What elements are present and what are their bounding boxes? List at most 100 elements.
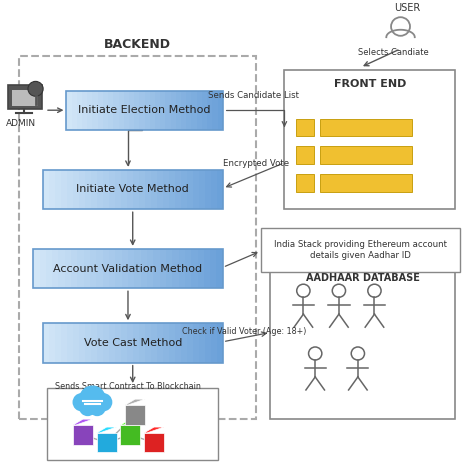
Bar bbox=[115, 323, 121, 363]
Bar bbox=[163, 170, 169, 209]
Bar bbox=[127, 170, 133, 209]
Bar bbox=[172, 249, 179, 288]
Bar bbox=[43, 323, 49, 363]
Bar bbox=[84, 249, 91, 288]
Bar bbox=[144, 433, 164, 452]
Bar bbox=[103, 249, 109, 288]
Polygon shape bbox=[144, 427, 164, 433]
Bar bbox=[43, 170, 49, 209]
Text: India Stack providing Ethereum account
details given Aadhar ID: India Stack providing Ethereum account d… bbox=[274, 240, 447, 259]
Bar bbox=[120, 425, 140, 445]
Text: FRONT END: FRONT END bbox=[334, 79, 406, 89]
Bar bbox=[166, 249, 173, 288]
Bar bbox=[296, 146, 314, 164]
Bar bbox=[150, 91, 155, 130]
Bar bbox=[122, 249, 128, 288]
Bar bbox=[187, 170, 193, 209]
Bar bbox=[181, 323, 187, 363]
Bar bbox=[186, 91, 192, 130]
Bar bbox=[157, 170, 163, 209]
Bar bbox=[205, 170, 211, 209]
Bar bbox=[181, 170, 187, 209]
Text: Initiate Election Method: Initiate Election Method bbox=[78, 106, 211, 115]
Bar bbox=[211, 170, 217, 209]
Bar bbox=[169, 170, 175, 209]
Bar bbox=[191, 91, 197, 130]
Bar bbox=[49, 323, 55, 363]
Text: Vote Cast Method: Vote Cast Method bbox=[83, 338, 182, 348]
Bar bbox=[320, 119, 412, 136]
Bar bbox=[127, 323, 133, 363]
Bar bbox=[103, 323, 109, 363]
Bar bbox=[145, 170, 151, 209]
Bar bbox=[115, 170, 121, 209]
Bar bbox=[284, 70, 455, 209]
Bar bbox=[121, 323, 127, 363]
Bar bbox=[139, 170, 145, 209]
Bar bbox=[113, 91, 119, 130]
Bar bbox=[49, 170, 55, 209]
Bar bbox=[97, 323, 103, 363]
Text: Check if Valid Voter (Age: 18+): Check if Valid Voter (Age: 18+) bbox=[182, 327, 306, 336]
Bar bbox=[52, 249, 59, 288]
Polygon shape bbox=[73, 419, 93, 425]
Bar bbox=[169, 323, 175, 363]
Bar bbox=[193, 170, 199, 209]
Bar bbox=[73, 425, 93, 445]
Bar bbox=[77, 91, 82, 130]
Bar bbox=[85, 323, 91, 363]
Bar bbox=[43, 323, 223, 363]
Bar bbox=[12, 90, 38, 106]
Bar bbox=[202, 91, 208, 130]
Bar bbox=[91, 323, 97, 363]
Bar bbox=[198, 249, 204, 288]
Text: Account Validation Method: Account Validation Method bbox=[54, 264, 202, 273]
Bar bbox=[97, 433, 117, 452]
Circle shape bbox=[73, 393, 91, 412]
Bar bbox=[71, 249, 78, 288]
Bar bbox=[125, 405, 145, 425]
Text: Sends Smart Contract To Blockchain: Sends Smart Contract To Blockchain bbox=[55, 382, 201, 391]
Bar bbox=[210, 249, 217, 288]
Bar bbox=[65, 249, 72, 288]
Bar bbox=[33, 249, 223, 288]
Bar bbox=[67, 170, 73, 209]
Bar bbox=[211, 323, 217, 363]
Bar bbox=[109, 170, 115, 209]
Bar bbox=[115, 249, 122, 288]
Polygon shape bbox=[125, 399, 145, 405]
Bar bbox=[193, 323, 199, 363]
Text: AADHAAR DATABASE: AADHAAR DATABASE bbox=[306, 273, 419, 284]
Circle shape bbox=[79, 399, 96, 416]
Bar bbox=[296, 119, 314, 136]
Bar bbox=[187, 323, 193, 363]
Bar bbox=[261, 228, 460, 272]
Bar bbox=[96, 249, 103, 288]
Bar bbox=[121, 170, 127, 209]
Bar bbox=[87, 91, 93, 130]
Bar bbox=[134, 91, 140, 130]
Bar bbox=[153, 249, 160, 288]
Bar bbox=[155, 91, 161, 130]
Bar bbox=[147, 249, 154, 288]
Bar bbox=[55, 323, 61, 363]
Bar bbox=[129, 91, 135, 130]
Bar bbox=[108, 91, 114, 130]
Text: Encrypted Vote: Encrypted Vote bbox=[223, 159, 289, 168]
Polygon shape bbox=[120, 419, 140, 425]
Bar bbox=[39, 249, 46, 288]
Bar bbox=[109, 323, 115, 363]
Text: ADMIN: ADMIN bbox=[6, 119, 36, 127]
Circle shape bbox=[79, 385, 106, 412]
Bar bbox=[79, 323, 85, 363]
Bar bbox=[72, 91, 77, 130]
Bar bbox=[217, 323, 223, 363]
Bar bbox=[91, 170, 97, 209]
Bar bbox=[141, 249, 147, 288]
Bar bbox=[66, 91, 223, 130]
Text: USER: USER bbox=[394, 2, 421, 13]
Bar bbox=[98, 91, 103, 130]
Bar bbox=[175, 170, 181, 209]
Circle shape bbox=[28, 81, 43, 96]
Bar bbox=[58, 249, 65, 288]
